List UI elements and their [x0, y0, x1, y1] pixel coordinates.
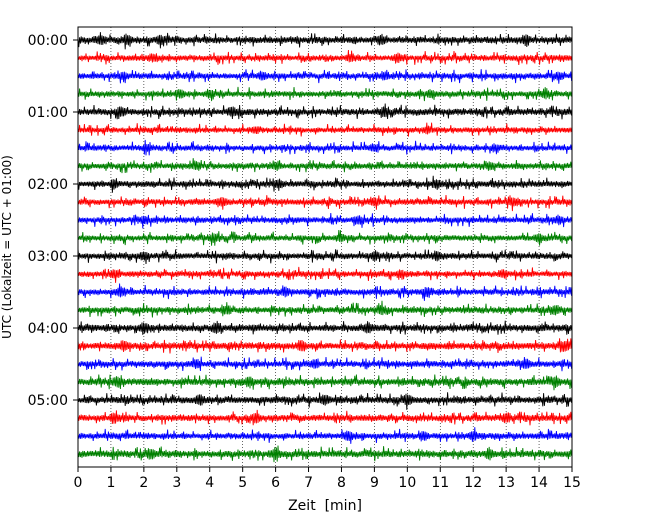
seismogram-trace — [77, 175, 573, 193]
x-tick-label: 8 — [337, 475, 346, 491]
vertical-gridlines — [110, 27, 540, 467]
x-tick-label: 6 — [271, 475, 280, 491]
x-tick-label: 13 — [497, 475, 515, 491]
y-axis-label: UTC (Lokalzeit = UTC + 01:00) — [0, 155, 14, 339]
seismogram-trace — [77, 229, 573, 246]
seismogram-trace — [77, 86, 573, 102]
seismogram-trace — [77, 248, 573, 265]
seismogram-trace — [77, 195, 573, 212]
seismogram-trace — [77, 266, 573, 283]
seismogram-trace — [77, 49, 573, 66]
seismogram-trace — [77, 212, 573, 229]
x-axis-ticks: 0 1 2 3 4 5 6 7 8 9 10 11 12 13 14 15 — [74, 467, 581, 491]
seismogram-traces — [77, 32, 573, 463]
x-tick-label: 11 — [431, 475, 449, 491]
seismogram-trace — [77, 338, 573, 354]
seismogram-trace — [77, 356, 573, 372]
x-tick-label: 14 — [530, 475, 548, 491]
x-tick-label: 7 — [304, 475, 313, 491]
seismogram-trace — [77, 427, 573, 444]
seismogram-trace — [77, 283, 573, 301]
seismogram-trace — [77, 139, 573, 156]
y-tick-label: 00:00 — [28, 33, 68, 49]
x-tick-label: 1 — [106, 475, 115, 491]
x-tick-label: 4 — [205, 475, 214, 491]
x-tick-label: 9 — [370, 475, 379, 491]
seismogram-trace — [77, 409, 573, 426]
seismogram-trace — [77, 374, 573, 391]
x-tick-label: 2 — [139, 475, 148, 491]
x-tick-label: 15 — [563, 475, 581, 491]
y-tick-label: 05:00 — [28, 393, 68, 409]
seismogram-trace — [77, 158, 573, 174]
x-tick-label: 10 — [398, 475, 416, 491]
seismogram-trace — [77, 320, 573, 335]
seismogram-trace — [77, 300, 573, 318]
seismogram-trace — [77, 122, 573, 137]
y-axis-ticks: 00:00 01:00 02:00 03:00 04:00 05:00 — [28, 33, 78, 409]
seismogram-trace — [77, 69, 573, 84]
x-axis-label: Zeit [min] — [288, 498, 362, 514]
y-tick-label: 04:00 — [28, 321, 68, 337]
seismogram-trace — [77, 392, 573, 410]
seismogram-trace — [77, 103, 573, 120]
y-tick-label: 03:00 — [28, 249, 68, 265]
seismogram-trace — [77, 32, 573, 50]
y-tick-label: 02:00 — [28, 177, 68, 193]
x-tick-label: 3 — [172, 475, 181, 491]
seismogram-trace — [77, 445, 573, 463]
x-tick-label: 12 — [464, 475, 482, 491]
y-tick-label: 01:00 — [28, 105, 68, 121]
x-tick-label: 5 — [238, 475, 247, 491]
x-tick-label: 0 — [74, 475, 83, 491]
plot-frame — [77, 26, 573, 468]
